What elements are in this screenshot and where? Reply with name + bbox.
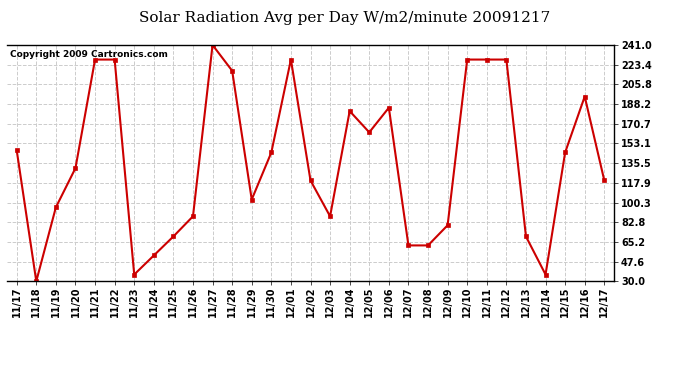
Text: Copyright 2009 Cartronics.com: Copyright 2009 Cartronics.com xyxy=(10,50,168,59)
Text: Solar Radiation Avg per Day W/m2/minute 20091217: Solar Radiation Avg per Day W/m2/minute … xyxy=(139,11,551,25)
